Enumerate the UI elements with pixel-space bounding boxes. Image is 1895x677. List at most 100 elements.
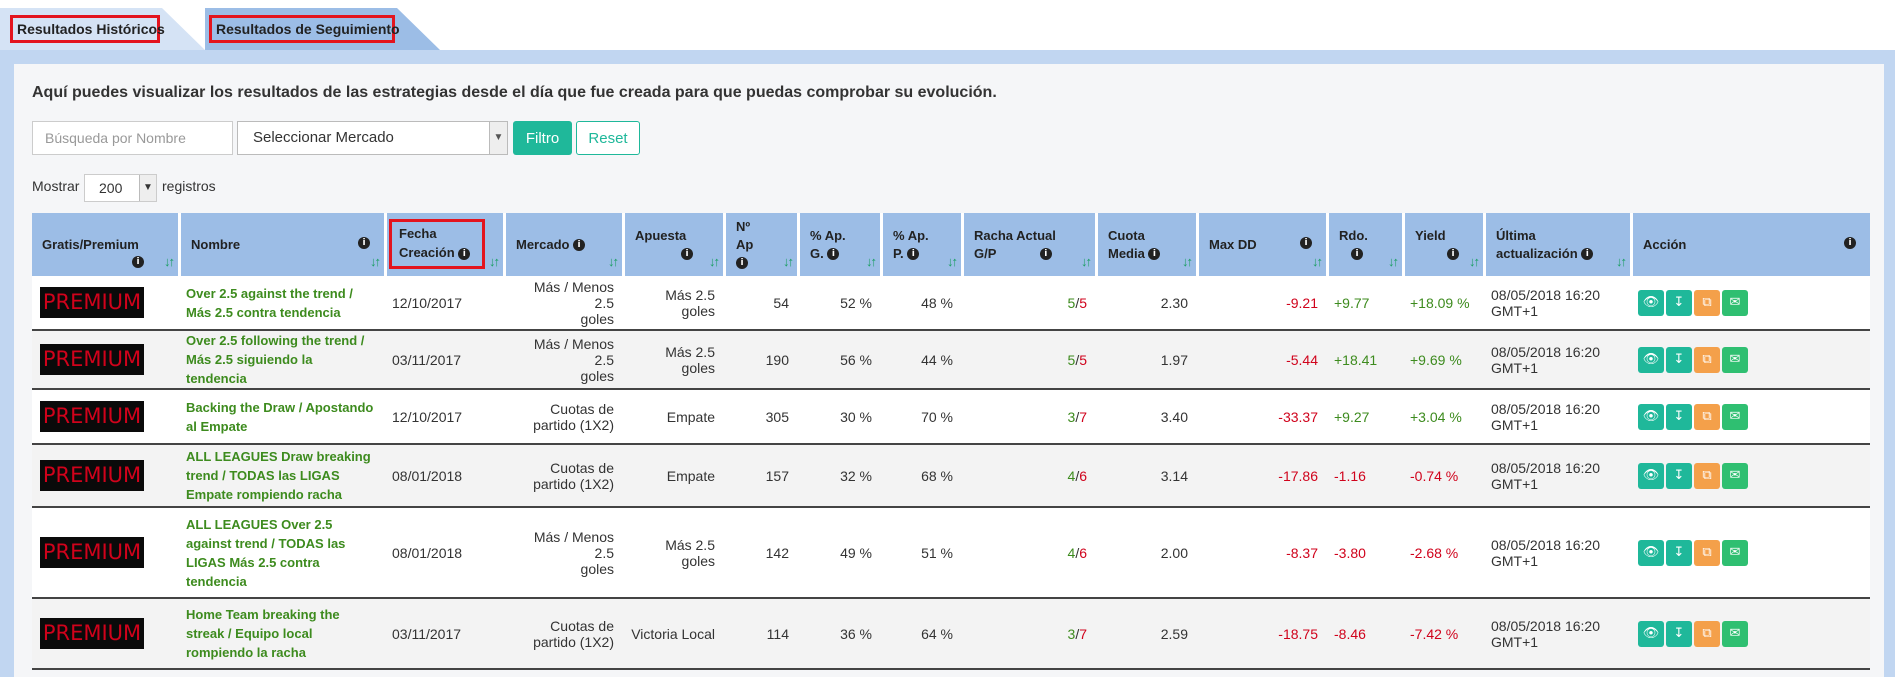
sort-icon[interactable]: ↓↑ <box>1469 254 1480 269</box>
racha-perdidas: 6 <box>1079 544 1087 561</box>
info-icon[interactable]: i <box>1039 248 1052 261</box>
cell-tipo: PREMIUM <box>32 390 178 445</box>
strategy-name-line: Over 2.5 against the trend / <box>186 285 353 301</box>
page-length-select[interactable]: 200 ▼ <box>84 174 157 202</box>
strategy-name-line: Empate rompiendo racha <box>186 487 343 502</box>
envelope-icon[interactable]: ✉ <box>1722 539 1748 566</box>
info-icon[interactable]: i <box>681 248 693 261</box>
info-icon[interactable]: i <box>573 239 586 252</box>
col-mercado[interactable]: Mercado i ↓↑ <box>503 213 622 276</box>
share-icon[interactable]: ⧉ <box>1694 462 1720 489</box>
racha-ganadas: 4 <box>1067 544 1076 561</box>
sort-icon[interactable]: ↓↑ <box>1616 254 1627 269</box>
cell-rdo: +18.41 <box>1326 331 1402 390</box>
col-ultima-actualizacion[interactable]: Última actualización i ↓↑ <box>1483 213 1630 276</box>
col-apuesta[interactable]: Apuesta i ↓↑ <box>622 213 723 276</box>
info-icon[interactable]: i <box>827 248 840 261</box>
info-icon[interactable]: i <box>1351 248 1363 261</box>
info-icon[interactable]: i <box>1300 237 1312 249</box>
cell-ap-perdidas: 70 % <box>880 390 961 445</box>
sort-icon[interactable]: ↓↑ <box>608 254 619 269</box>
col-fecha-creacion[interactable]: Fecha Creación i ↓↑ <box>384 213 503 276</box>
reset-button[interactable]: Reset <box>576 121 640 155</box>
download-icon[interactable]: ↧ <box>1666 289 1692 316</box>
cell-ap-ganadas: 30 % <box>797 390 880 445</box>
col-cuota-media[interactable]: Cuota Media i ↓↑ <box>1095 213 1196 276</box>
download-icon[interactable]: ↧ <box>1666 403 1692 430</box>
strategy-link[interactable]: Home Team breaking the streak / Equipo lo… <box>186 605 376 662</box>
col-ap-ganadas[interactable]: % Ap. G. i ↓↑ <box>797 213 880 276</box>
sort-icon[interactable]: ↓↑ <box>709 254 720 269</box>
tab-historicos[interactable]: Resultados Históricos <box>10 15 165 43</box>
download-icon[interactable]: ↧ <box>1666 539 1692 566</box>
info-icon[interactable]: i <box>736 257 748 270</box>
eye-icon[interactable]: 👁 <box>1638 289 1664 316</box>
eye-icon[interactable]: 👁 <box>1638 462 1664 489</box>
share-icon[interactable]: ⧉ <box>1694 539 1720 566</box>
sort-icon[interactable]: ↓↑ <box>1312 254 1323 269</box>
col-racha-actual[interactable]: Racha Actual G/P i ↓↑ <box>961 213 1095 276</box>
envelope-icon[interactable]: ✉ <box>1722 289 1748 316</box>
col-nombre[interactable]: Nombre i ↓↑ <box>178 213 384 276</box>
cell-yield: +9.69 % <box>1402 331 1483 390</box>
info-icon[interactable]: i <box>1581 248 1594 261</box>
col-max-dd[interactable]: Max DD i ↓↑ <box>1196 213 1326 276</box>
share-icon[interactable]: ⧉ <box>1694 403 1720 430</box>
search-input[interactable] <box>32 121 233 155</box>
share-icon[interactable]: ⧉ <box>1694 346 1720 373</box>
info-icon[interactable]: i <box>1844 237 1856 249</box>
col-rdo[interactable]: Rdo. i ↓↑ <box>1326 213 1402 276</box>
cell-apuesta: Más 2.5 goles <box>622 508 723 599</box>
cell-yield: -0.74 % <box>1402 445 1483 508</box>
col-gratis-premium[interactable]: Gratis/Premium i ↓↑ <box>32 213 178 276</box>
download-icon[interactable]: ↧ <box>1666 346 1692 373</box>
envelope-icon[interactable]: ✉ <box>1722 403 1748 430</box>
sort-icon[interactable]: ↓↑ <box>1081 254 1092 269</box>
filter-button[interactable]: Filtro <box>513 121 572 155</box>
cell-racha: 3/7 <box>961 599 1095 670</box>
cell-ap-ganadas: 49 % <box>797 508 880 599</box>
strategy-name-line: Over 2.5 following the trend / <box>186 333 365 348</box>
sort-icon[interactable]: ↓↑ <box>866 254 877 269</box>
info-icon[interactable]: i <box>358 237 370 249</box>
sort-icon[interactable]: ↓↑ <box>164 254 175 269</box>
tab-seguimiento[interactable]: Resultados de Seguimiento <box>209 15 400 43</box>
download-icon[interactable]: ↧ <box>1666 462 1692 489</box>
cell-rdo: +9.27 <box>1326 390 1402 445</box>
eye-icon[interactable]: 👁 <box>1638 346 1664 373</box>
share-icon[interactable]: ⧉ <box>1694 289 1720 316</box>
col-n-ap[interactable]: Nº Ap i ↓↑ <box>723 213 797 276</box>
premium-badge: PREMIUM <box>40 344 144 375</box>
sort-icon[interactable]: ↓↑ <box>1182 254 1193 269</box>
sort-icon[interactable]: ↓↑ <box>1388 254 1399 269</box>
sort-icon[interactable]: ↓↑ <box>947 254 958 269</box>
cell-fecha: 03/11/2017 <box>384 599 503 670</box>
cell-racha: 5/5 <box>961 276 1095 331</box>
sort-icon[interactable]: ↓↑ <box>783 254 794 269</box>
strategy-link[interactable]: Over 2.5 against the trend / Más 2.5 cont… <box>186 284 376 322</box>
strategy-link[interactable]: ALL LEAGUES Over 2.5 against trend / TODA… <box>186 515 376 591</box>
strategy-link[interactable]: Over 2.5 following the trend / Más 2.5 si… <box>186 331 376 388</box>
sort-icon[interactable]: ↓↑ <box>489 254 500 269</box>
strategy-link[interactable]: Backing the Draw / Apostando al Empate <box>186 398 376 436</box>
strategy-link[interactable]: ALL LEAGUES Draw breaking trend / TODAS l… <box>186 447 376 504</box>
download-icon[interactable]: ↧ <box>1666 620 1692 647</box>
info-icon[interactable]: i <box>458 247 471 260</box>
cell-n-ap: 190 <box>723 331 797 390</box>
market-select[interactable]: Seleccionar Mercado ▼ <box>237 121 508 155</box>
envelope-icon[interactable]: ✉ <box>1722 462 1748 489</box>
info-icon[interactable]: i <box>907 248 920 261</box>
eye-icon[interactable]: 👁 <box>1638 403 1664 430</box>
envelope-icon[interactable]: ✉ <box>1722 620 1748 647</box>
col-ap-perdidas[interactable]: % Ap. P. i ↓↑ <box>880 213 961 276</box>
sort-icon[interactable]: ↓↑ <box>370 254 381 269</box>
info-icon[interactable]: i <box>132 256 144 268</box>
strategy-name-line: Home Team breaking the <box>186 607 340 622</box>
col-yield[interactable]: Yield i ↓↑ <box>1402 213 1483 276</box>
info-icon[interactable]: i <box>1148 248 1161 261</box>
info-icon[interactable]: i <box>1447 248 1459 261</box>
envelope-icon[interactable]: ✉ <box>1722 346 1748 373</box>
share-icon[interactable]: ⧉ <box>1694 620 1720 647</box>
eye-icon[interactable]: 👁 <box>1638 539 1664 566</box>
eye-icon[interactable]: 👁 <box>1638 620 1664 647</box>
